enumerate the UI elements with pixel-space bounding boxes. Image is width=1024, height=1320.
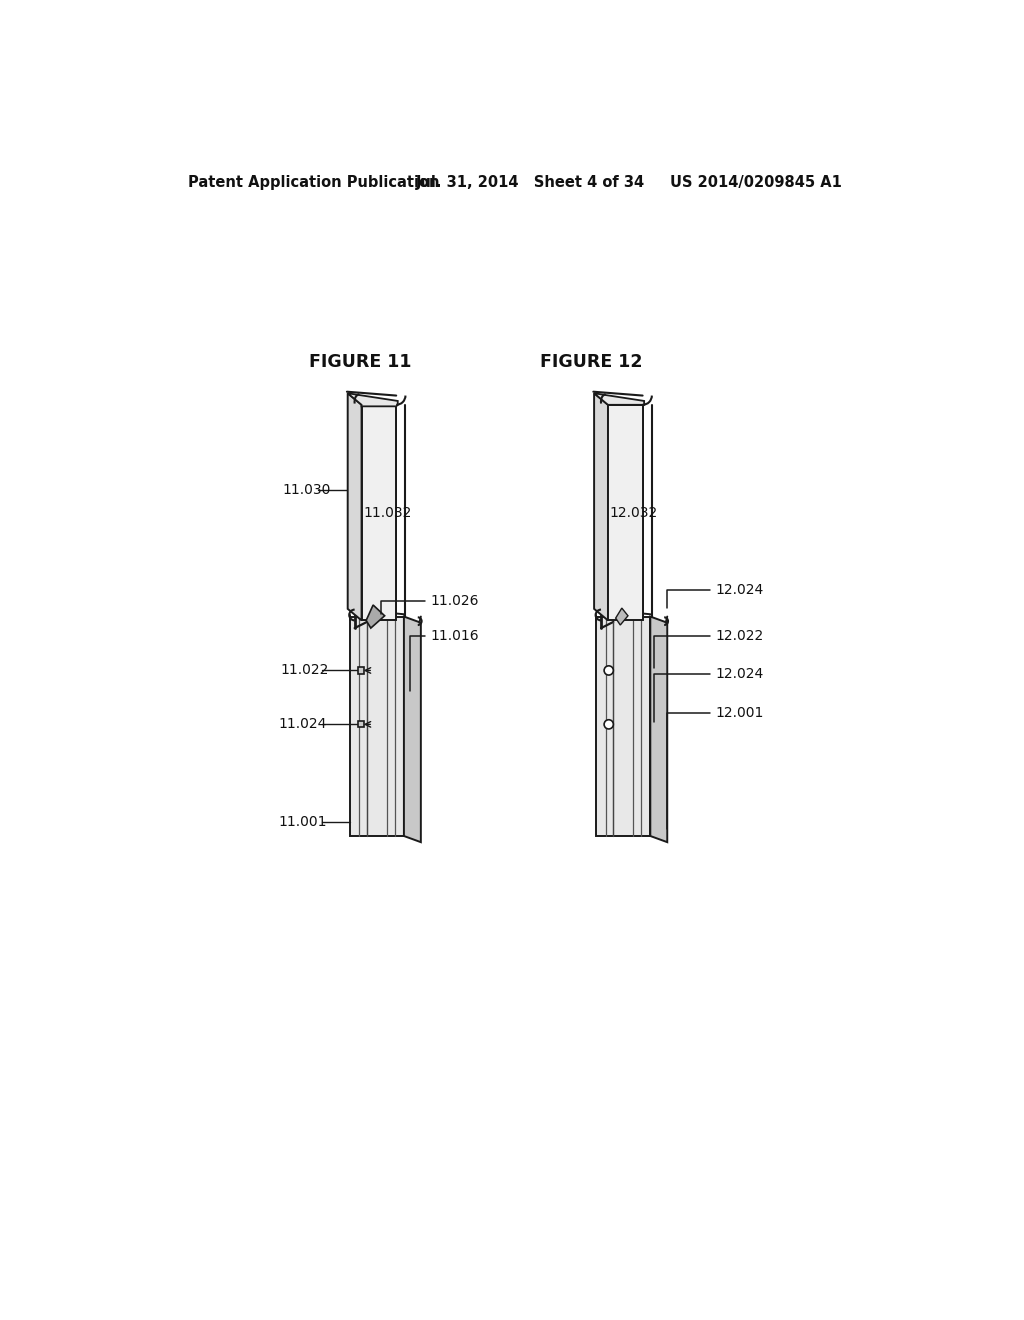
- Text: FIGURE 12: FIGURE 12: [541, 354, 643, 371]
- Text: Patent Application Publication: Patent Application Publication: [188, 174, 440, 190]
- Bar: [357, 721, 364, 727]
- Circle shape: [604, 665, 613, 675]
- Bar: [357, 668, 364, 673]
- Polygon shape: [403, 616, 421, 842]
- Text: 11.016: 11.016: [410, 628, 479, 690]
- Text: 12.024: 12.024: [668, 582, 764, 607]
- Polygon shape: [361, 405, 396, 620]
- Polygon shape: [594, 393, 608, 620]
- Text: 11.026: 11.026: [381, 594, 479, 614]
- Text: 12.001: 12.001: [668, 706, 764, 829]
- Polygon shape: [350, 616, 403, 836]
- Text: 11.022: 11.022: [281, 664, 329, 677]
- Polygon shape: [348, 393, 361, 620]
- Polygon shape: [650, 616, 668, 842]
- Text: 11.032: 11.032: [364, 506, 412, 520]
- Text: 12.022: 12.022: [654, 628, 764, 668]
- Circle shape: [604, 719, 613, 729]
- Polygon shape: [594, 393, 644, 405]
- Text: FIGURE 11: FIGURE 11: [309, 354, 412, 371]
- Text: 11.001: 11.001: [279, 816, 327, 829]
- Text: 11.024: 11.024: [279, 717, 327, 731]
- Polygon shape: [608, 405, 643, 620]
- Polygon shape: [367, 605, 385, 628]
- Text: US 2014/0209845 A1: US 2014/0209845 A1: [670, 174, 842, 190]
- Text: 12.032: 12.032: [609, 506, 657, 520]
- Text: 12.024: 12.024: [654, 668, 764, 722]
- Text: 11.030: 11.030: [283, 483, 331, 496]
- Polygon shape: [615, 609, 628, 626]
- Polygon shape: [596, 616, 650, 836]
- Polygon shape: [348, 393, 397, 407]
- Text: Jul. 31, 2014   Sheet 4 of 34: Jul. 31, 2014 Sheet 4 of 34: [416, 174, 644, 190]
